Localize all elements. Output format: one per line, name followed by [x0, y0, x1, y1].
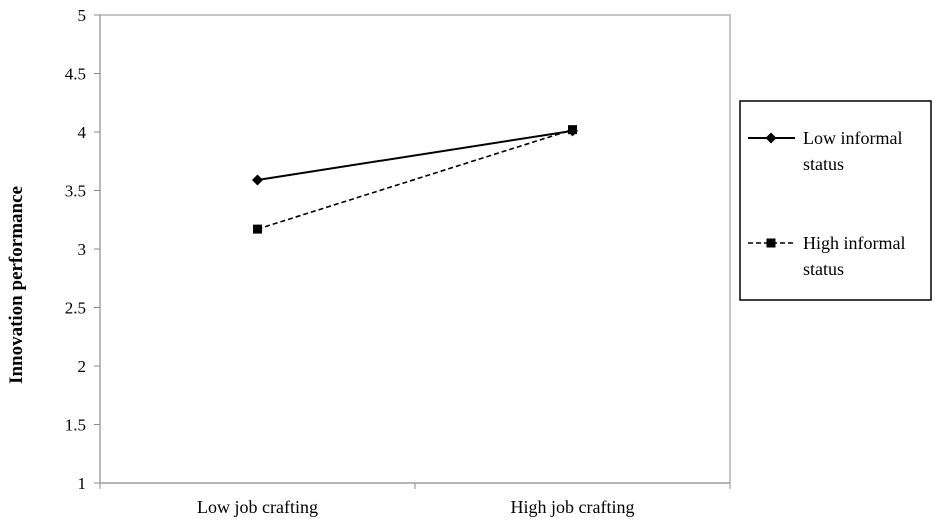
y-axis-title: Innovation performance	[6, 186, 27, 384]
y-tick-label: 1.5	[65, 416, 86, 435]
y-tick-label: 4.5	[65, 65, 86, 84]
legend-label-line: status	[803, 154, 844, 174]
series-line-0	[257, 129, 573, 181]
y-tick-label: 2	[78, 357, 87, 376]
legend: Low informal status High informal status	[739, 100, 932, 301]
plot-border	[99, 14, 731, 484]
y-tick-label: 3.5	[65, 182, 86, 201]
plot-area: 1 1.5 2 2.5 3 3.5 4 4.5 5 Low job crafting High jo…	[65, 6, 731, 517]
legend-marker-1	[766, 238, 776, 248]
y-tick-label: 5	[78, 6, 87, 25]
y-tick-label: 2.5	[65, 299, 86, 318]
legend-label-line: Low informal	[803, 128, 902, 148]
legend-marker-0	[765, 132, 777, 144]
data-point-1-0	[253, 224, 262, 234]
y-tick-label: 3	[78, 240, 87, 259]
x-tick-label: High job crafting	[511, 497, 635, 517]
legend-label-line: status	[803, 259, 844, 279]
y-tick-label: 1	[78, 474, 87, 493]
legend-label-1: High informal status	[803, 233, 905, 279]
data-point-0-0	[252, 174, 263, 186]
series-line-1	[257, 128, 573, 230]
y-tick-label: 4	[78, 123, 87, 142]
legend-label-0: Low informal status	[803, 128, 902, 174]
x-tick-label: Low job crafting	[197, 497, 318, 517]
legend-label-line: High informal	[803, 233, 905, 253]
data-point-1-1	[568, 125, 577, 135]
